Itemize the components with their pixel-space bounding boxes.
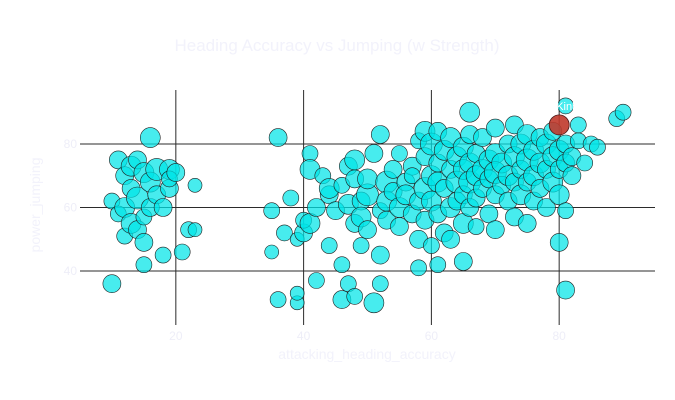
- data-point: [135, 256, 153, 274]
- data-point: [187, 222, 203, 237]
- data-point: [569, 116, 587, 134]
- data-point: [263, 202, 281, 219]
- data-point: [383, 160, 403, 179]
- data-point: [363, 292, 385, 314]
- data-point: [153, 198, 173, 217]
- data-point: [453, 252, 473, 271]
- data-point: [371, 275, 389, 293]
- data-point: [549, 233, 569, 252]
- data-point: [429, 256, 447, 274]
- data-point: [537, 198, 556, 217]
- data-point: [485, 220, 505, 239]
- data-point: [410, 259, 427, 277]
- data-point: [344, 149, 366, 171]
- data-point: [459, 101, 481, 123]
- x-tick-label: 60: [425, 329, 439, 343]
- data-point: [423, 237, 440, 254]
- y-tick-label: 60: [64, 201, 78, 215]
- data-point: [557, 97, 574, 115]
- data-point: [556, 280, 575, 300]
- tick-layer: 20 40 60 80 40 60 80: [64, 137, 567, 343]
- data-point: [173, 243, 191, 261]
- data-point: [269, 291, 287, 308]
- data-point: [140, 127, 161, 148]
- highlighted-point: [548, 114, 570, 136]
- data-point: [268, 128, 288, 147]
- data-point: [370, 245, 390, 265]
- y-axis-title: power_jumping: [27, 158, 43, 253]
- data-point: [473, 128, 492, 147]
- chart-title: Heading Accuracy vs Jumping (w Strength): [174, 36, 499, 55]
- data-point: [320, 237, 338, 254]
- data-point: [264, 244, 280, 260]
- data-point: [391, 145, 408, 162]
- data-point: [282, 189, 300, 207]
- data-point: [441, 230, 460, 249]
- data-point: [562, 166, 582, 185]
- data-point: [485, 118, 505, 138]
- data-point: [333, 256, 351, 274]
- data-point: [307, 198, 326, 217]
- data-point: [364, 144, 384, 163]
- data-point: [276, 224, 293, 242]
- highlight-layer: Kinh: [548, 101, 578, 136]
- data-point: [154, 246, 172, 264]
- points-layer: [102, 97, 632, 314]
- data-point: [166, 163, 186, 182]
- x-axis-title: attacking_heading_accuracy: [278, 346, 455, 362]
- data-point: [576, 154, 594, 172]
- data-point: [289, 285, 305, 301]
- data-point: [479, 204, 499, 224]
- data-point: [517, 214, 537, 233]
- data-point: [589, 138, 606, 156]
- data-point: [346, 288, 364, 305]
- y-tick-label: 40: [64, 264, 78, 278]
- data-point: [358, 220, 377, 239]
- data-point: [308, 272, 325, 289]
- x-tick-label: 40: [297, 329, 311, 343]
- x-tick-label: 80: [552, 329, 566, 343]
- data-point: [134, 233, 154, 252]
- y-tick-label: 80: [64, 137, 78, 151]
- data-point: [357, 168, 378, 190]
- data-point: [557, 202, 574, 219]
- data-point: [370, 125, 390, 144]
- highlighted-point-label: Kinh: [556, 101, 578, 113]
- data-point: [187, 178, 203, 193]
- data-point: [467, 218, 485, 235]
- data-point: [390, 217, 409, 236]
- data-point: [102, 274, 122, 294]
- data-point: [548, 184, 570, 206]
- x-tick-label: 20: [169, 329, 183, 343]
- data-point: [614, 103, 632, 121]
- data-point: [352, 237, 370, 254]
- data-point: [403, 167, 421, 184]
